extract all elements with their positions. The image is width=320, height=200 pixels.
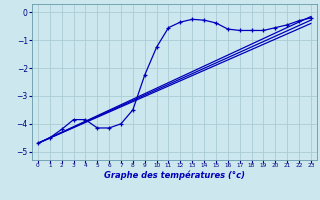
X-axis label: Graphe des températures (°c): Graphe des températures (°c): [104, 171, 245, 180]
